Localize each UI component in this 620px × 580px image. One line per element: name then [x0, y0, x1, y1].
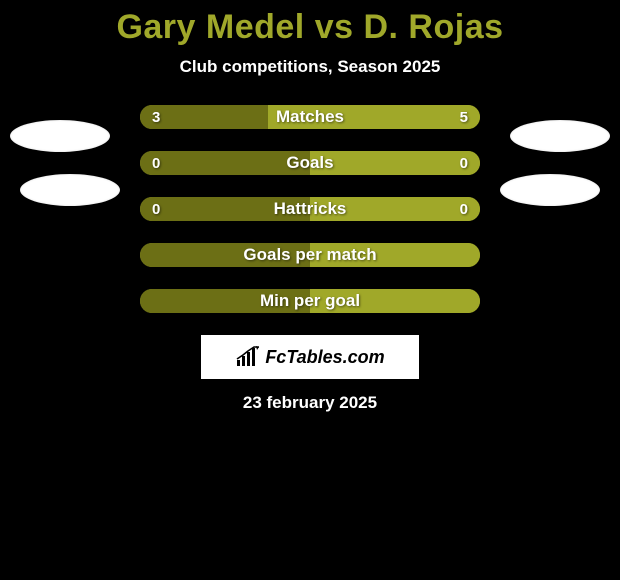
- player-right-name: D. Rojas: [363, 8, 503, 46]
- stat-bar: Matches3 5: [140, 105, 480, 129]
- chart-icon: [235, 346, 261, 368]
- player-left-name: Gary Medel: [116, 8, 304, 46]
- player-avatar: [20, 174, 120, 206]
- subtitle: Club competitions, Season 2025: [0, 57, 620, 77]
- bar-value-left: 3: [152, 105, 160, 129]
- bar-value-right: 0: [460, 197, 468, 221]
- bar-label: Hattricks: [140, 197, 480, 221]
- page-title: Gary Medel vs D. Rojas: [0, 0, 620, 47]
- bar-value-right: 0: [460, 151, 468, 175]
- bar-label: Matches: [140, 105, 480, 129]
- bar-label: Goals per match: [140, 243, 480, 267]
- player-avatar: [500, 174, 600, 206]
- bar-label: Min per goal: [140, 289, 480, 313]
- bar-value-left: 0: [152, 197, 160, 221]
- vs-separator: vs: [305, 8, 364, 46]
- bar-label: Goals: [140, 151, 480, 175]
- date-line: 23 february 2025: [0, 393, 620, 413]
- comparison-infographic: Gary Medel vs D. Rojas Club competitions…: [0, 0, 620, 580]
- stat-bar: Goals0 0: [140, 151, 480, 175]
- stat-bar: Min per goal: [140, 289, 480, 313]
- stat-bar: Hattricks0 0: [140, 197, 480, 221]
- player-avatar: [510, 120, 610, 152]
- logo-badge: FcTables.com: [201, 335, 419, 379]
- bar-value-left: 0: [152, 151, 160, 175]
- stat-bar: Goals per match: [140, 243, 480, 267]
- logo-text: FcTables.com: [265, 347, 384, 368]
- player-avatar: [10, 120, 110, 152]
- bar-value-right: 5: [460, 105, 468, 129]
